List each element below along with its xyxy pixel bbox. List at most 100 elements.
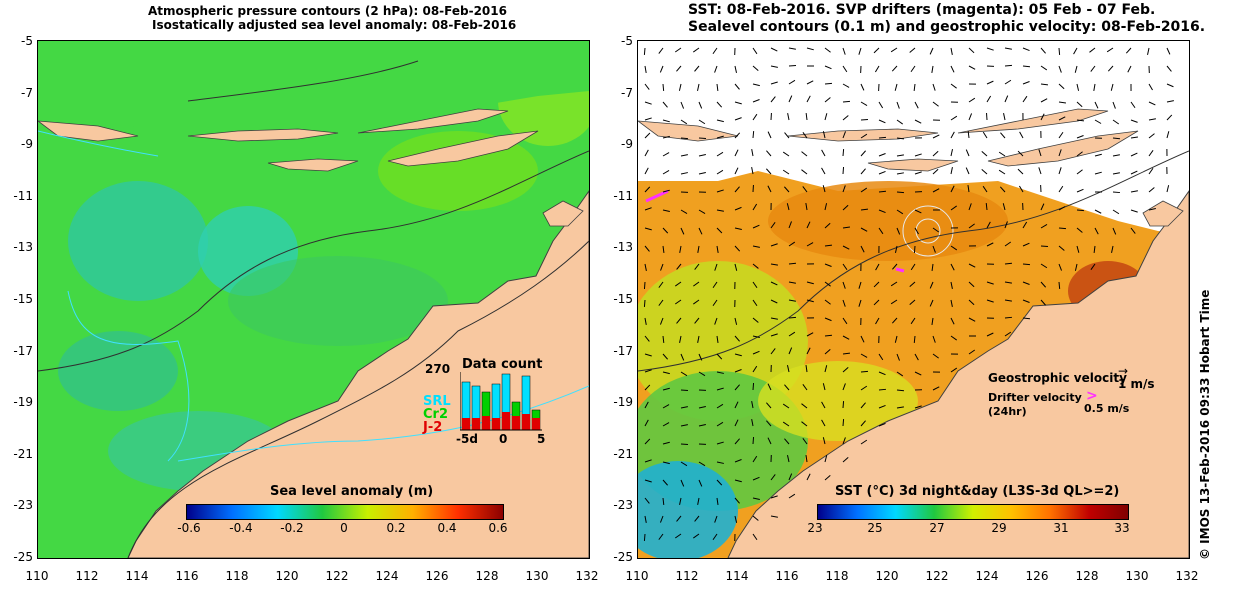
bathymetry-contour [638,150,1189,372]
velocity-arrow [662,497,665,506]
velocity-arrow [806,242,814,247]
velocity-arrow [968,281,975,288]
drifter-velocity-scale: 0.5 m/s [1084,402,1130,415]
velocity-arrow [752,436,755,445]
velocity-arrow [842,335,850,340]
velocity-arrow [675,281,682,287]
velocity-arrow [842,263,848,271]
left-title-line2: Isostatically adjusted sea level anomaly… [152,18,517,32]
lon-tick-label: 112 [75,569,99,583]
velocity-arrow [1112,119,1120,125]
velocity-arrow [716,101,723,108]
velocity-arrow [770,65,778,68]
velocity-arrow [784,384,790,391]
velocity-arrow [658,47,664,54]
velocity-arrow [788,316,797,319]
velocity-arrow [1112,227,1117,235]
lat-tick-label: -19 [613,395,633,410]
velocity-arrow [680,137,689,140]
velocity-arrow [873,47,880,54]
velocity-arrow [950,205,957,211]
lat-tick-label: -25 [613,550,633,564]
velocity-arrow [801,169,808,175]
velocity-arrow [767,383,772,391]
velocity-arrow [1093,83,1096,91]
velocity-arrow [782,169,790,175]
velocity-arrow [1130,170,1138,175]
velocity-arrow [1040,263,1048,269]
velocity-arrow [821,167,826,175]
velocity-arrow [875,263,880,271]
velocity-arrow [658,533,664,540]
velocity-arrow [1090,263,1096,270]
melville-island [1142,200,1184,227]
sst-cool-patch [758,361,918,441]
velocity-arrow [698,353,703,361]
lat-tick-label: -25 [13,550,33,564]
velocity-arrow [932,83,936,91]
velocity-arrow [752,317,759,323]
velocity-arrow [950,263,955,271]
velocity-arrow [734,167,739,175]
sst-warm-patch [768,181,1008,261]
velocity-arrow [716,441,724,445]
velocity-arrow [986,281,994,285]
velocity-arrow [1076,101,1083,108]
lat-tick-label: -21 [13,446,33,461]
velocity-arrow [896,371,904,377]
right-title-line2: Sealevel contours (0.1 m) and geostrophi… [688,19,1206,35]
velocity-arrow [1094,119,1102,124]
velocity-arrow [752,47,758,55]
sealevel-contour [915,218,941,244]
data-count-bar [522,414,530,430]
velocity-arrow [821,419,826,427]
velocity-arrow [1076,245,1080,253]
velocity-arrow [1089,47,1096,53]
velocity-arrow [894,335,898,343]
velocity-arrow [734,245,741,252]
velocity-arrow [805,365,808,373]
velocity-arrow [676,65,682,72]
velocity-arrow [712,281,718,289]
lon-tick-label: 116 [175,569,199,583]
velocity-arrow [950,299,953,307]
drifter-velocity-period: (24hr) [988,405,1027,418]
velocity-arrow [1130,119,1138,123]
velocity-arrow [752,65,759,71]
velocity-arrow [679,245,682,253]
velocity-arrow [913,245,916,254]
velocity-arrow [896,209,904,215]
velocity-arrow [824,65,832,70]
sst-colorbar [817,504,1129,520]
velocity-arrow [1166,114,1173,121]
melville-island [542,200,584,227]
velocity-arrow [1166,185,1170,193]
velocity-arrow [698,461,706,467]
velocity-arrow [822,383,826,391]
velocity-arrow [842,383,846,391]
sst-map [637,40,1190,559]
velocity-arrow [1040,98,1048,103]
velocity-arrow [644,263,647,271]
velocity-arrow [1076,83,1080,91]
velocity-arrow [660,263,664,271]
velocity-arrow [1094,209,1102,214]
velocity-arrow [680,154,688,157]
velocity-arrow [824,47,831,53]
velocity-arrow [694,65,700,72]
velocity-arrow [1076,227,1083,233]
velocity-arrow [1094,171,1102,175]
velocity-arrow [914,153,922,157]
velocity-arrow [766,150,772,157]
sla-colorbar-tick: -0.2 [280,521,304,535]
geostrophic-velocity-arrows [643,47,1174,542]
velocity-arrow [842,65,848,73]
velocity-arrow [1058,101,1067,104]
velocity-arrow [1004,331,1012,337]
velocity-arrow [802,384,808,391]
velocity-arrow [824,97,831,103]
velocity-arrow [842,131,846,139]
velocity-arrow [914,119,922,124]
velocity-arrow [716,387,724,391]
sst-map-svg [638,41,1189,558]
